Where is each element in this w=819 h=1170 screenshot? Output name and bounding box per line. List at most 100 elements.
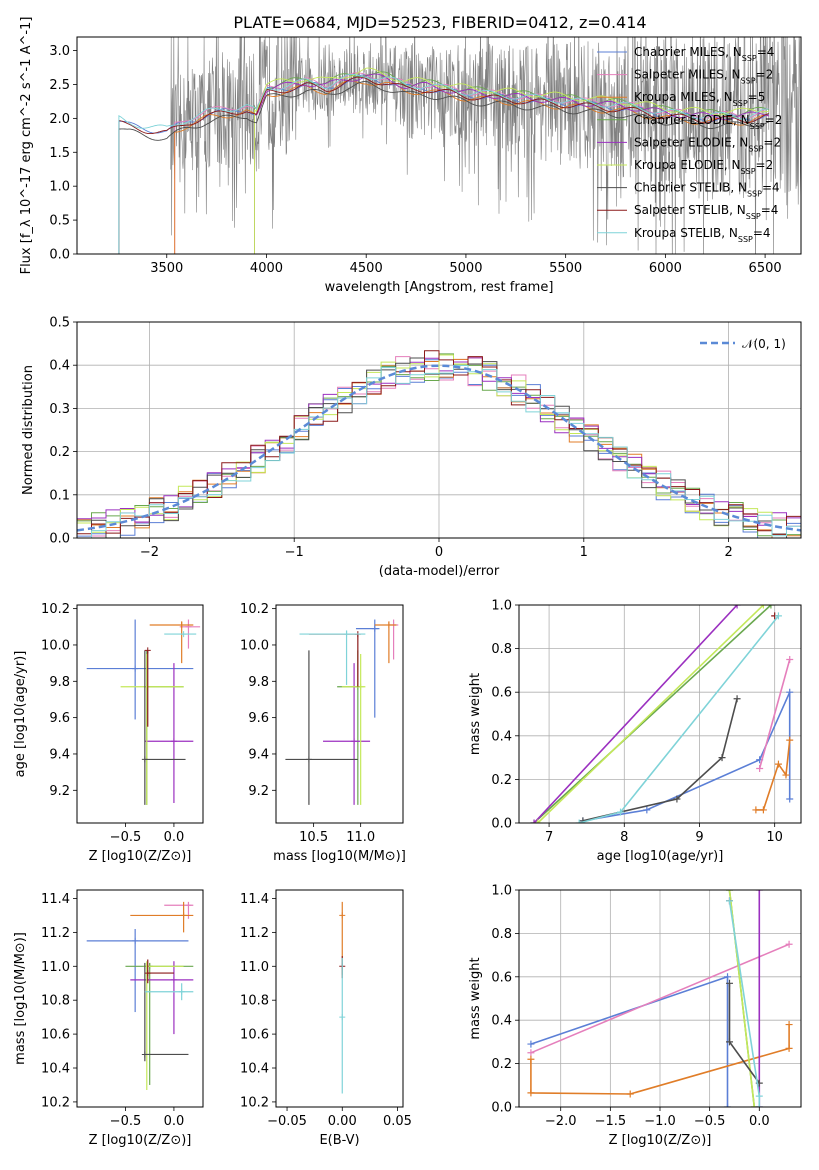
axes-frame: [76, 604, 204, 824]
y-tick-label: 11.0: [41, 960, 70, 975]
data-point: [371, 625, 378, 632]
panel-age-vs-Z: −0.5 0.0 9.2 9.4 9.6 9.8 10.0 10.2 Z [log10(Z/Z⊙…: [13, 602, 204, 864]
legend-entry: Chabrier STELIB, NSSP=4: [634, 181, 780, 199]
data-point: [185, 902, 192, 909]
weight-marker: [759, 806, 767, 814]
y-tick-label: 10.6: [240, 1028, 269, 1043]
x-tick-label: −0.5: [110, 1114, 142, 1129]
x-tick-label: 8: [620, 830, 628, 845]
weight-marker: [726, 890, 734, 894]
y-axis-label: mass [log10(M/M⊙)]: [13, 932, 28, 1065]
legend-entry: Salpeter ELODIE, NSSP=2: [634, 135, 781, 153]
legend-value: =5: [748, 90, 766, 104]
weight-marker: [767, 605, 775, 609]
x-tick-label: 6000: [649, 261, 682, 276]
weight-line: [533, 605, 738, 823]
x-tick-label: −0.05: [267, 1114, 307, 1129]
y-axis-label: age [log10(age/yr)]: [13, 651, 28, 778]
x-axis-label: wavelength [Angstrom, rest frame]: [325, 280, 554, 295]
panel-weight-vs-age: 7 8 9 10 0.0 0.2 0.4 0.6 0.8 1.0 age [log10(age/yr…: [468, 599, 802, 864]
legend-value: =4: [762, 181, 780, 195]
weight-marker: [786, 795, 794, 803]
y-tick-label: 0.0: [49, 248, 70, 263]
y-tick-label: 0.6: [491, 970, 512, 985]
x-axis-label: age [log10(age/yr)]: [597, 849, 724, 864]
x-axis-label: Z [log10(Z/Z⊙)]: [89, 849, 192, 864]
x-tick-label: 0.0: [749, 1114, 770, 1129]
x-tick-label: 10: [766, 830, 783, 845]
legend-entry: Chabrier ELODIE, NSSP=2: [634, 113, 782, 131]
panel-mass-vs-ebv: −0.05 0.00 0.05 10.2 10.4 10.6 10.8 11.0 11.2 11.…: [240, 889, 412, 1148]
legend: Chabrier MILES, NSSP=4 Salpeter MILES, NS…: [597, 45, 782, 243]
weight-marker: [774, 760, 782, 768]
model-line-6: [118, 80, 769, 254]
x-tick-label: 9: [695, 830, 703, 845]
weight-marker: [530, 819, 538, 823]
weight-marker: [759, 605, 767, 609]
y-tick-label: 10.8: [240, 994, 269, 1009]
weight-marker: [750, 1103, 758, 1107]
x-tick-label: −0.5: [694, 1114, 726, 1129]
x-axis-label: E(B-V): [319, 1133, 359, 1148]
weight-line: [578, 615, 780, 823]
x-axis-label: (data-model)/error: [379, 564, 500, 579]
model-line-5: [254, 67, 770, 254]
x-tick-label: 3500: [150, 261, 183, 276]
weight-marker: [782, 771, 790, 779]
weight-marker: [726, 1038, 734, 1046]
y-tick-label: 0.8: [491, 642, 512, 657]
model-line-8: [118, 73, 769, 254]
panel-residuals: −2 −1 0 1 2 0.0 0.1 0.2 0.3 0.4 0.5 (data-model)/er…: [21, 316, 802, 579]
panel-spectrum: 3500 4000 4500 5000 5500 6000 6500 0.0 0.5 1.0 1.5…: [19, 17, 802, 295]
data-point: [144, 970, 151, 977]
legend-subscript: SSP: [741, 167, 756, 176]
legend-value: =2: [756, 68, 774, 82]
legend-entry: Kroupa STELIB, NSSP=4: [634, 226, 771, 244]
x-axis-label: Z [log10(Z/Z⊙)]: [609, 1133, 712, 1148]
y-axis-label: mass weight: [468, 957, 483, 1039]
legend-value: =2: [763, 135, 781, 149]
weight-marker: [726, 979, 734, 987]
data-point: [132, 665, 139, 672]
legend-entry: Salpeter STELIB, NSSP=4: [634, 203, 778, 221]
legend-value: =4: [757, 45, 775, 59]
weight-line: [582, 698, 738, 822]
weight-marker: [786, 736, 794, 744]
data-point: [132, 937, 139, 944]
data-point: [343, 631, 350, 638]
y-tick-label: 10.2: [240, 602, 269, 617]
histogram-8: [77, 365, 801, 538]
y-tick-label: 0.4: [491, 1014, 512, 1029]
y-tick-label: 11.0: [240, 960, 269, 975]
legend-entry: 𝒩(0, 1): [742, 337, 786, 351]
y-tick-label: 0.3: [49, 402, 70, 417]
weight-marker: [774, 612, 782, 620]
x-tick-label: −1.0: [644, 1114, 676, 1129]
axes-frame: [76, 889, 204, 1108]
y-tick-label: 0.4: [491, 729, 512, 744]
y-tick-label: 0.8: [491, 927, 512, 942]
data-point: [339, 1014, 346, 1021]
data-point: [170, 976, 177, 983]
legend-value: =4: [753, 226, 771, 240]
y-tick-label: 0.5: [49, 316, 70, 331]
weight-line: [537, 605, 764, 823]
weight-marker: [527, 1055, 535, 1063]
weight-marker: [534, 819, 542, 823]
legend-entry: Kroupa ELODIE, NSSP=2: [634, 158, 773, 176]
weight-marker: [527, 1040, 535, 1048]
x-tick-label: 0: [435, 545, 443, 560]
figure-title: PLATE=0684, MJD=52523, FIBERID=0412, z=0…: [233, 13, 646, 32]
plot-area: [285, 619, 399, 805]
weight-marker: [527, 1049, 535, 1057]
histogram-7: [77, 350, 801, 535]
y-tick-label: 9.8: [248, 675, 269, 690]
weight-marker: [617, 808, 625, 816]
y-tick-label: 0.0: [49, 532, 70, 547]
axes-frame: [76, 321, 802, 539]
axes-frame: [518, 889, 802, 1108]
data-point: [170, 738, 177, 745]
y-tick-label: 11.2: [240, 926, 269, 941]
y-tick-label: 0.0: [491, 817, 512, 832]
